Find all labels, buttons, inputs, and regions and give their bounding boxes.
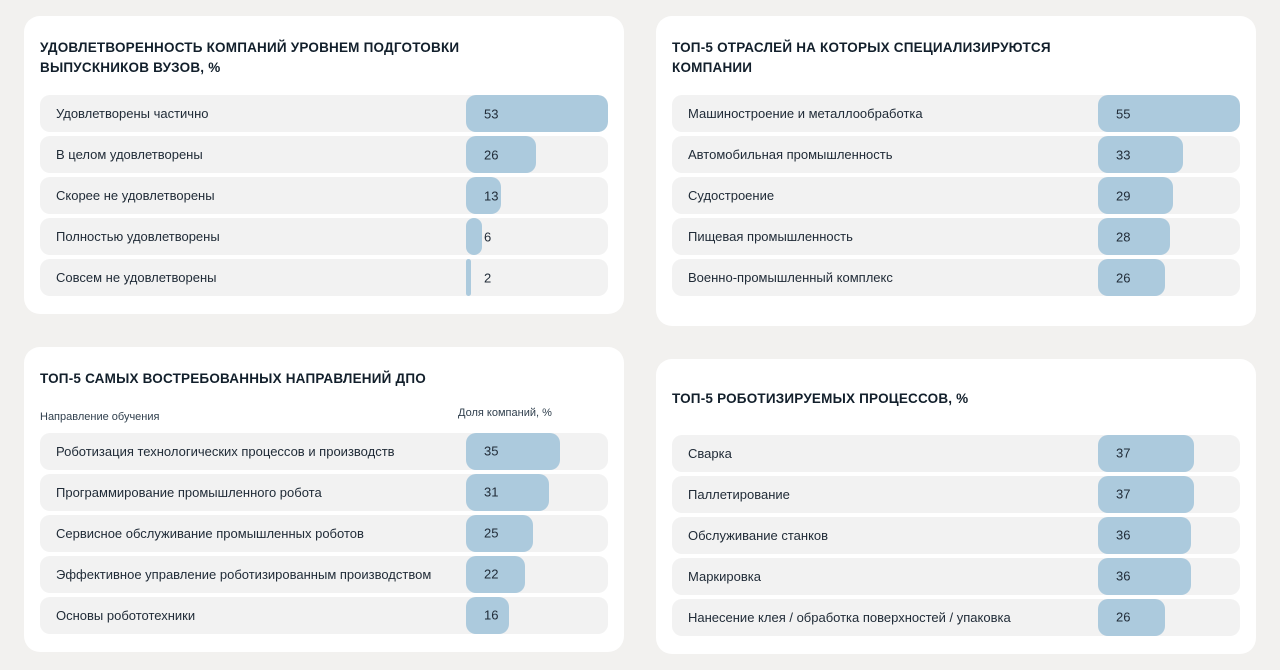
left-column: УДОВЛЕТВОРЕННОСТЬ КОМПАНИЙ УРОВНЕМ ПОДГО… [24,16,624,654]
value-label: 13 [484,188,499,204]
bar-row: Пищевая промышленность 28 [672,218,1240,256]
bar-chart-dpo-directions: Роботизация технологических процессов и … [40,432,608,634]
chart-card-graduate-satisfaction: УДОВЛЕТВОРЕННОСТЬ КОМПАНИЙ УРОВНЕМ ПОДГО… [24,16,624,315]
value-bar [466,473,550,511]
value-bar [466,259,472,297]
value-label: 29 [1116,188,1131,204]
category-label: В целом удовлетворены [56,147,203,163]
bar-row: Сервисное обслуживание промышленных робо… [40,514,608,552]
value-bar [466,514,533,552]
category-label: Судостроение [688,188,775,204]
bar-row: Совсем не удовлетворены 2 [40,259,608,297]
value-label: 37 [1116,445,1131,461]
bar-row: Военно-промышленный комплекс 26 [672,259,1240,297]
bar-chart-robotized-processes: Сварка 37 Паллетирование 37 Обслуживание ста… [672,434,1240,636]
value-bar [1098,259,1166,297]
value-label: 28 [1116,229,1131,245]
chart-card-industries: ТОП-5 ОТРАСЛЕЙ НА КОТОРЫХ СПЕЦИАЛИЗИРУЮТ… [656,16,1256,327]
category-label: Скорее не удовлетворены [56,188,215,204]
value-bar [466,136,536,174]
value-bar [1098,516,1191,554]
category-label: Обслуживание станков [688,527,829,543]
category-label: Нанесение клея / обработка поверхностей … [688,609,1011,625]
value-label: 2 [484,270,492,286]
bar-row: Основы робототехники 16 [40,596,608,634]
bar-row: Машиностроение и металлообработка 55 [672,95,1240,133]
bar-row: Сварка 37 [672,434,1240,472]
category-label: Полностью удовлетворены [56,229,220,245]
bar-row: Нанесение клея / обработка поверхностей … [672,598,1240,636]
bar-row: Роботизация технологических процессов и … [40,432,608,470]
bar-row: Обслуживание станков 36 [672,516,1240,554]
category-label: Совсем не удовлетворены [56,270,217,286]
category-label: Военно-промышленный комплекс [688,270,893,286]
value-bar [466,555,525,593]
bar-row: Эффективное управление роботизированным … [40,555,608,593]
value-label: 36 [1116,527,1131,543]
value-label: 26 [1116,609,1131,625]
value-label: 36 [1116,568,1131,584]
category-label: Сервисное обслуживание промышленных робо… [56,525,364,541]
bar-row: Программирование промышленного робота 31 [40,473,608,511]
value-bar [466,596,509,634]
bar-row: Автомобильная промышленность 33 [672,136,1240,174]
chart-title: УДОВЛЕТВОРЕННОСТЬ КОМПАНИЙ УРОВНЕМ ПОДГО… [40,40,460,75]
value-bar [466,218,483,256]
bar-chart-industries: Машиностроение и металлообработка 55 Автом… [672,95,1240,297]
value-bar [1098,218,1171,256]
bar-row: В целом удовлетворены 26 [40,136,608,174]
value-bar [466,432,560,470]
value-label: 6 [484,229,492,245]
value-bar [1098,598,1166,636]
value-label: 53 [484,106,499,122]
value-bar [1098,95,1240,133]
chart-card-dpo-directions: ТОП-5 САМЫХ ВОСТРЕБОВАННЫХ НАПРАВЛЕНИЙ Д… [24,347,624,652]
category-label: Маркировка [688,568,761,584]
bar-row: Маркировка 36 [672,557,1240,595]
category-label: Сварка [688,445,732,461]
value-bar [1098,434,1194,472]
chart-title: ТОП-5 САМЫХ ВОСТРЕБОВАННЫХ НАПРАВЛЕНИЙ Д… [40,371,426,387]
bar-row: Скорее не удовлетворены 13 [40,177,608,215]
value-bar [1098,136,1184,174]
value-label: 22 [484,566,499,582]
value-axis-label: Доля компаний, % [458,406,552,419]
value-label: 31 [484,484,499,500]
value-label: 37 [1116,486,1131,502]
category-label: Эффективное управление роботизированным … [56,566,432,582]
value-label: 26 [484,147,499,163]
bar-row: Удовлетворены частично 53 [40,95,608,133]
value-label: 55 [1116,106,1131,122]
column-headers: Направление обучения Доля компаний, % [40,406,608,423]
chart-title: ТОП-5 РОБОТИЗИРУЕМЫХ ПРОЦЕССОВ, % [672,391,969,407]
value-label: 26 [1116,270,1131,286]
value-label: 16 [484,607,499,623]
category-label: Основы робототехники [56,607,196,623]
bar-row: Полностью удовлетворены 6 [40,218,608,256]
category-label: Машиностроение и металлообработка [688,106,923,122]
value-label: 33 [1116,147,1131,163]
value-bar [466,177,501,215]
chart-card-robotized-processes: ТОП-5 РОБОТИЗИРУЕМЫХ ПРОЦЕССОВ, % Сварка… [656,359,1256,654]
bar-row: Паллетирование 37 [672,475,1240,513]
value-bar [1098,177,1173,215]
right-column: ТОП-5 ОТРАСЛЕЙ НА КОТОРЫХ СПЕЦИАЛИЗИРУЮТ… [656,16,1256,654]
value-bar [1098,475,1194,513]
value-label: 35 [484,443,499,459]
category-label: Пищевая промышленность [688,229,853,245]
value-bar [1098,557,1191,595]
value-label: 25 [484,525,499,541]
chart-title: ТОП-5 ОТРАСЛЕЙ НА КОТОРЫХ СПЕЦИАЛИЗИРУЮТ… [672,40,1051,75]
category-label: Удовлетворены частично [56,106,209,122]
value-bar [466,95,608,133]
bar-row: Судостроение 29 [672,177,1240,215]
category-axis-label: Направление обучения [40,410,160,423]
category-label: Программирование промышленного робота [56,484,322,500]
category-label: Роботизация технологических процессов и … [56,443,395,459]
category-label: Паллетирование [688,486,790,502]
bar-chart-graduate-satisfaction: Удовлетворены частично 53 В целом удовлетв… [40,95,608,297]
category-label: Автомобильная промышленность [688,147,893,163]
